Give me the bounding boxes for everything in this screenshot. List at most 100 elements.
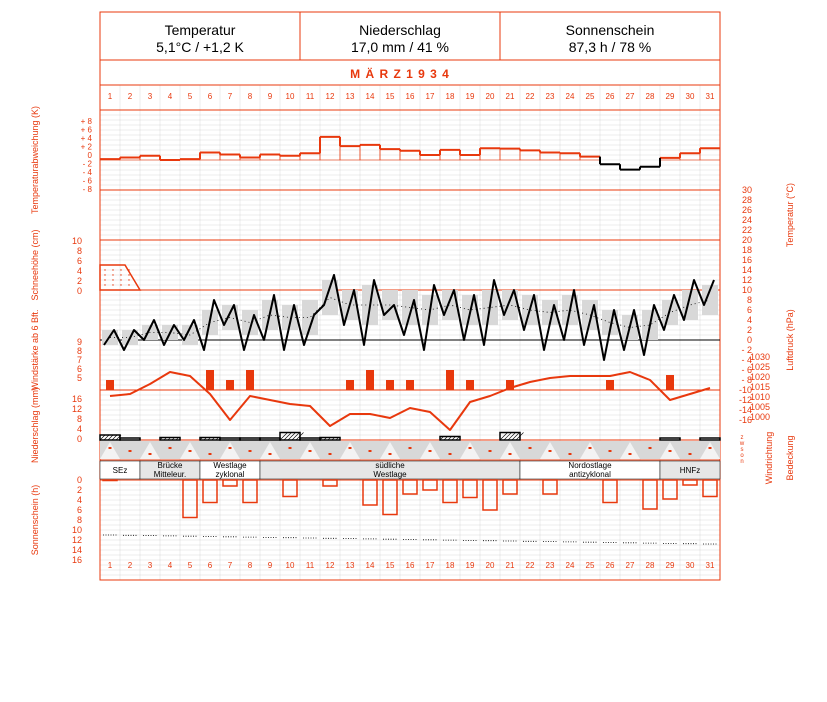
- tick-temperature: 26: [742, 205, 752, 215]
- deviation-fill: [399, 150, 421, 161]
- sunshine-bar: [182, 479, 198, 519]
- sunshine-bar: [222, 479, 238, 487]
- day-number-top: 19: [466, 92, 475, 101]
- tick-temperature: 10: [742, 285, 752, 295]
- pressure-line: [109, 371, 711, 431]
- precipitation-bar: [299, 437, 321, 441]
- tick-precipitation: 0: [77, 434, 82, 444]
- tick-temperature: 14: [742, 265, 752, 275]
- tick-temp-deviation: - 2: [83, 160, 93, 169]
- snow-dot: [128, 269, 130, 271]
- day-number-top: 16: [406, 92, 415, 101]
- tick-pressure: 1015: [750, 382, 770, 392]
- tick-temperature: 16: [742, 255, 752, 265]
- header-temperature: Temperatur 5,1°C / +1,2 K: [100, 12, 300, 60]
- precipitation-hatch: [295, 432, 304, 441]
- chart-grid: [99, 11, 721, 581]
- axis-title-snow: Schneehöhe (cm): [30, 229, 40, 300]
- precipitation-hatch: [439, 436, 444, 441]
- wind-bar: [446, 370, 454, 390]
- precipitation-hatch: [203, 437, 207, 441]
- wind-direction-dot: [208, 453, 212, 455]
- wind-bar: [386, 380, 394, 390]
- day-number-bottom: 27: [626, 561, 635, 570]
- sunshine-bar: [662, 479, 678, 500]
- precipitation-hatch: [503, 432, 512, 441]
- tick-temperature: 30: [742, 185, 752, 195]
- tick-precipitation: 4: [77, 424, 82, 434]
- wind-direction-dot: [408, 447, 412, 449]
- sunshine-bar: [702, 479, 718, 498]
- day-number-bottom: 29: [666, 561, 675, 570]
- snow-dot: [112, 269, 114, 271]
- weather-type-label: Nordostlage antizyklonal: [568, 461, 612, 479]
- tick-sunshine: 12: [72, 535, 82, 545]
- deviation-fill: [499, 148, 521, 161]
- weather-type-label: Brücke Mitteleur.: [154, 461, 186, 479]
- precipitation-hatch: [499, 432, 508, 441]
- precipitation-hatch: [287, 432, 296, 441]
- header-temperature-title: Temperatur: [164, 22, 236, 38]
- sunshine-bar: [682, 479, 698, 486]
- day-number-top: 6: [208, 92, 213, 101]
- tick-temperature: 8: [747, 295, 752, 305]
- wind-direction-dot: [168, 447, 172, 449]
- chart-shading: [99, 280, 721, 480]
- cover-marker: [140, 442, 160, 459]
- day-number-bottom: 2: [128, 561, 133, 570]
- snow-dot: [112, 279, 114, 281]
- tick-wind-cover: n: [740, 459, 743, 465]
- precipitation-hatch: [107, 434, 114, 441]
- precipitation-hatch: [159, 437, 163, 441]
- tick-sunshine: 10: [72, 525, 82, 535]
- snow-dot: [104, 284, 106, 286]
- wind-direction-dot: [528, 447, 532, 449]
- day-number-top: 25: [586, 92, 595, 101]
- tick-sunshine: 14: [72, 545, 82, 555]
- tick-sunshine: 8: [77, 515, 82, 525]
- day-number-bottom: 18: [446, 561, 455, 570]
- precipitation-bar: [699, 437, 721, 441]
- precipitation-hatch: [115, 434, 122, 441]
- day-number-top: 30: [686, 92, 695, 101]
- axis-title-wind-direction: Windrichtung: [764, 432, 774, 485]
- day-number-top: 13: [346, 92, 355, 101]
- wind-direction-dot: [488, 450, 492, 452]
- tick-snow: 10: [72, 236, 82, 246]
- wind-direction-dot: [148, 453, 152, 455]
- sunshine-bar: [642, 479, 658, 510]
- sunshine-bar: [362, 479, 378, 506]
- day-number-bottom: 9: [268, 561, 273, 570]
- cover-marker: [340, 442, 360, 459]
- tick-temperature: 18: [742, 245, 752, 255]
- precipitation-hatch: [215, 437, 219, 441]
- deviation-fill: [359, 144, 381, 161]
- snow-dot: [120, 269, 122, 271]
- day-number-bottom: 28: [646, 561, 655, 570]
- day-number-top: 12: [326, 92, 335, 101]
- precipitation-hatch: [207, 437, 211, 441]
- deviation-fill: [319, 136, 341, 161]
- weather-type-label: SEz: [113, 466, 128, 475]
- day-number-top: 14: [366, 92, 375, 101]
- tick-wind: 6: [77, 364, 82, 374]
- day-number-bottom: 1: [108, 561, 113, 570]
- day-number-top: 31: [706, 92, 715, 101]
- axis-title-wind: Windstärke ab 6 Bft.: [30, 309, 40, 390]
- cover-marker: [700, 442, 720, 459]
- header-sunshine-title: Sonnenschein: [565, 22, 655, 38]
- tick-temperature: -10: [739, 385, 752, 395]
- wind-bar: [506, 380, 514, 390]
- precipitation-hatch: [323, 437, 327, 441]
- wind-bar: [366, 370, 374, 390]
- day-number-top: 21: [506, 92, 515, 101]
- cover-marker: [100, 442, 120, 459]
- tick-wind-cover: w: [739, 441, 745, 447]
- deviation-fill: [379, 148, 401, 161]
- day-number-bottom: 26: [606, 561, 615, 570]
- header-temperature-value: 5,1°C / +1,2 K: [156, 39, 244, 55]
- wind-direction-dot: [188, 450, 192, 452]
- sunshine-bar: [402, 479, 418, 495]
- wind-direction-dot: [268, 453, 272, 455]
- precipitation-hatch: [507, 432, 516, 441]
